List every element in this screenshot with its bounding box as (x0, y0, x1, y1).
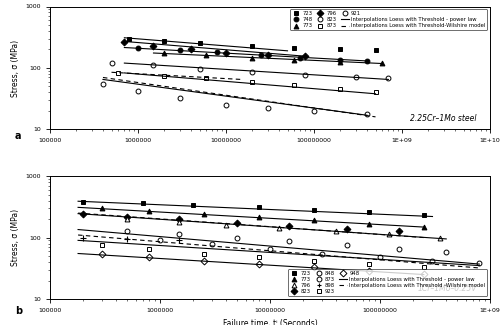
Y-axis label: Stress, σ (MPa): Stress, σ (MPa) (11, 209, 20, 266)
Text: b: b (15, 306, 22, 316)
Legend: 723, 748, 773, 796, 823, 873, 921, Interpolations Loess with Threshold - power l: 723, 748, 773, 796, 823, 873, 921, Inter… (290, 9, 488, 31)
Text: 2.25Cr–1Mo steel: 2.25Cr–1Mo steel (410, 114, 477, 123)
Legend: 723, 773, 796, 823, 848, 873, 898, 923, 948, Interpolations Loess with Threshold: 723, 773, 796, 823, 848, 873, 898, 923, … (288, 269, 488, 296)
Text: a: a (15, 131, 22, 141)
Y-axis label: Stress, σ (MPa): Stress, σ (MPa) (11, 39, 20, 97)
X-axis label: Failure time, tⁱ (Seconds): Failure time, tⁱ (Seconds) (222, 318, 318, 325)
Text: 1Cr–1Mo–0.25V: 1Cr–1Mo–0.25V (418, 284, 477, 293)
